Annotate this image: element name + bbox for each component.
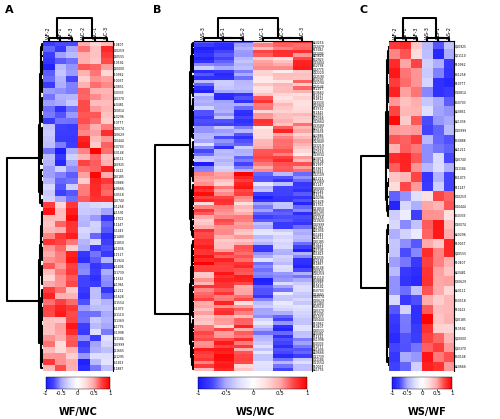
Text: WS/WF: WS/WF: [408, 407, 447, 417]
Text: C: C: [360, 5, 368, 15]
Text: WS/WC: WS/WC: [236, 407, 275, 417]
Text: B: B: [153, 5, 161, 15]
Text: WF/WC: WF/WC: [58, 407, 97, 417]
Text: A: A: [5, 5, 14, 15]
